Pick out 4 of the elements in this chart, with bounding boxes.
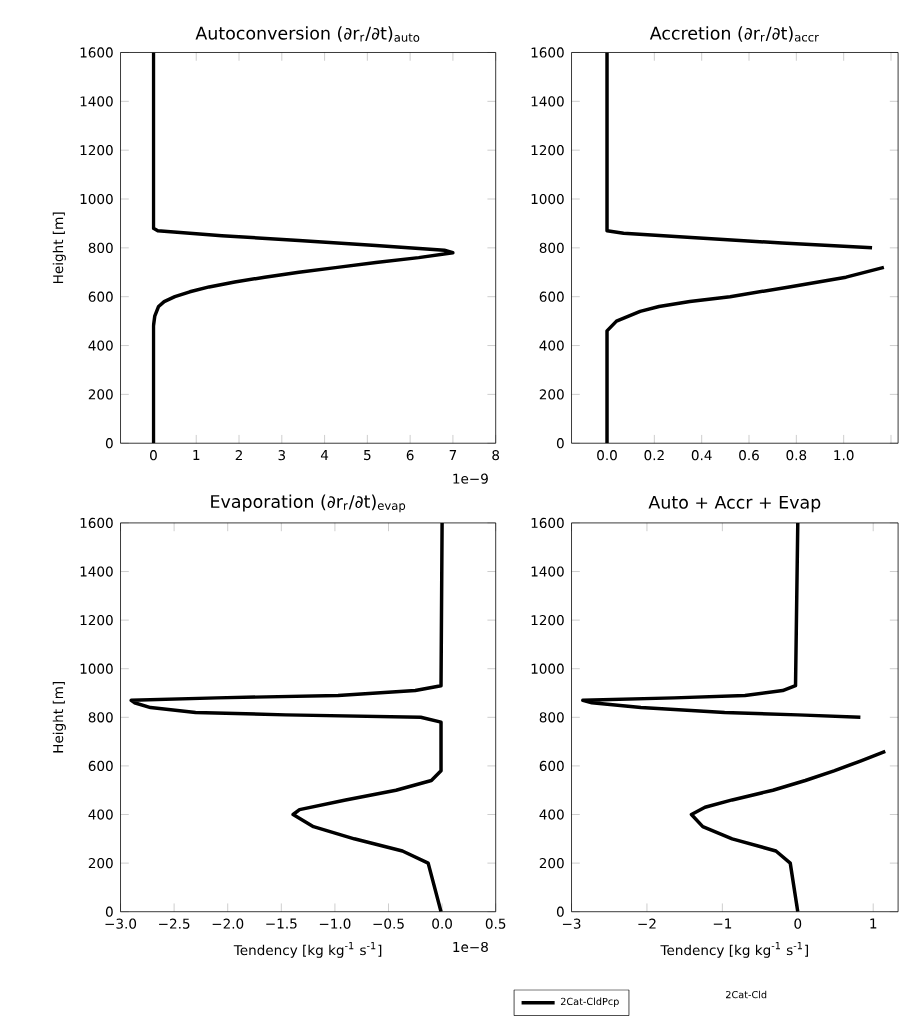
- chart-title: Auto + Accr + Evap: [648, 495, 821, 513]
- chart-title: Evaporation (∂r$_{r}$/∂t)$_{evap}$: [211, 494, 406, 513]
- chart-title: Autoconversion (∂r$_{r}$/∂t)$_{auto}$: [195, 26, 420, 42]
- chart-title: Accretion (∂r$_{r}$/∂t)$_{accr}$: [649, 26, 819, 42]
